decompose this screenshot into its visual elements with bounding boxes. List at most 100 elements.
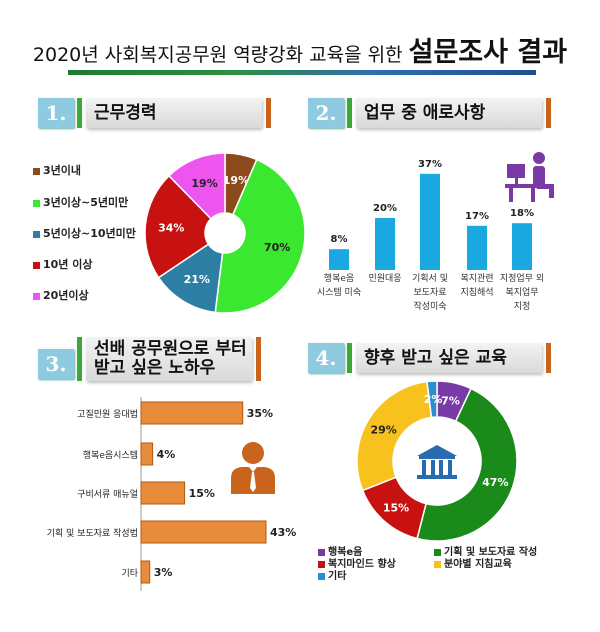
pie1-legend-item-4: 20년이상 [33, 287, 89, 303]
vbar-category-2: 기획서 및 보도자료 작성미숙 [402, 272, 458, 314]
section-4-title: 향후 받고 싶은 교육 [356, 343, 542, 373]
vbar-category-4: 지정업무 외 복지업무 지정 [494, 272, 550, 314]
pie1-label-1: 70% [264, 241, 290, 254]
section-1-number: 1. [38, 98, 74, 128]
pie1-label-0: 19% [223, 174, 249, 187]
donut-legend-label-2: 복지마인드 향상 [328, 559, 396, 570]
section-3-title-line1: 선배 공무원으로 부터 [94, 339, 247, 359]
section-3-title-line2: 받고 싶은 노하우 [94, 358, 216, 378]
person-at-computer-icon [505, 152, 554, 202]
pie1-legend-swatch-3 [33, 261, 40, 269]
hbar-category-4: 기타 [121, 569, 138, 579]
pie1-legend-label-4: 20년이상 [43, 289, 89, 302]
donut-label-0: 7% [441, 394, 460, 407]
section-2-accent-orange [546, 98, 551, 128]
hbar-bar-3 [140, 520, 267, 544]
section-4-accent-green [347, 343, 352, 373]
vbar-category-3: 복지관련 지침해석 [449, 272, 505, 300]
pie1-legend-item-3: 10년 이상 [33, 256, 93, 272]
vbar-bar-1 [375, 218, 395, 270]
pie1-legend-item-2: 5년이상~10년미만 [33, 225, 136, 241]
hbar-category-1: 행복e음시스템 [82, 451, 138, 461]
section-1-accent-orange [266, 98, 271, 128]
pie1-legend-label-0: 3년이내 [43, 164, 82, 177]
pie1-legend-label-3: 10년 이상 [43, 258, 93, 271]
vbar-category-2-line-2: 작성미숙 [413, 302, 447, 312]
pie1-legend-swatch-4 [33, 292, 40, 300]
pie1-slice-2 [157, 243, 224, 314]
building-icon [417, 445, 457, 479]
donut-slice-1 [416, 387, 518, 542]
section-3-number: 3. [38, 349, 74, 379]
donut-legend-swatch-3 [434, 560, 441, 568]
donut-label-4: 2% [424, 393, 443, 406]
section-1-title: 근무경력 [86, 98, 262, 128]
donut-legend-label-4: 기타 [328, 571, 347, 582]
pie1-label-4: 19% [191, 177, 217, 190]
vbar-category-4-line-1: 복지업무 [505, 288, 539, 298]
vbar-category-3-line-1: 지침해석 [460, 288, 494, 298]
section-4-accent-orange [546, 343, 551, 373]
vbar-category-4-line-0: 지정업무 외 [499, 274, 545, 284]
vbar-category-1: 민원대응 [357, 272, 413, 286]
hbar-label-0: 35% [247, 407, 273, 420]
pie1-legend-label-1: 3년이상~5년미만 [43, 196, 129, 209]
vbar-label-2: 37% [418, 159, 442, 170]
donut-legend-label-1: 기획 및 보도자료 작성 [444, 547, 538, 558]
hbar-category-0: 고질민원 응대법 [77, 410, 138, 420]
hbar-label-3: 43% [270, 526, 296, 539]
hbar-bar-2 [140, 481, 186, 505]
pie1-legend-item-0: 3년이내 [33, 162, 81, 178]
vbar-bar-2 [420, 173, 440, 270]
section-2-title: 업무 중 애로사항 [356, 98, 542, 128]
pie1-slice-1 [214, 158, 306, 314]
section-2-accent-green [347, 98, 352, 128]
vbar-label-0: 8% [331, 234, 348, 245]
donut-label-3: 29% [370, 423, 396, 436]
pie1-label-3: 34% [158, 222, 184, 235]
donut-legend-label-0: 행복e음 [328, 547, 363, 558]
hbar-category-2: 구비서류 매뉴얼 [77, 490, 138, 500]
businessman-icon [231, 442, 275, 494]
section-1-accent-green [77, 98, 82, 128]
vbar-category-1-line-0: 민원대응 [368, 274, 402, 284]
donut-legend-item-0: 행복e음 [318, 543, 362, 558]
page-title: 2020년 사회복지공무원 역량강화 교육을 위한 설문조사 결과 [0, 30, 600, 69]
donut-label-2: 15% [383, 502, 409, 515]
hbar-bar-0 [140, 401, 244, 425]
chart-4-donut: 7% 47% 15% 29% 2% [356, 380, 518, 542]
vbar-label-4: 18% [510, 208, 534, 219]
pie1-legend-label-2: 5년이상~10년미만 [43, 227, 136, 240]
donut-legend-item-2: 복지마인드 향상 [318, 555, 396, 570]
pie1-legend-swatch-0 [33, 167, 40, 175]
donut-legend-swatch-2 [318, 560, 325, 568]
vbar-category-0-line-0: 행복e음 [323, 274, 355, 284]
donut-legend-swatch-1 [434, 548, 441, 556]
pie1-legend-item-1: 3년이상~5년미만 [33, 194, 128, 210]
header-divider [68, 70, 536, 75]
section-3-accent-orange [256, 337, 261, 381]
hbar-label-1: 4% [157, 448, 176, 461]
hbar-label-2: 15% [189, 487, 215, 500]
chart-1-pie: 19% 70% 21% 34% 19% [144, 152, 306, 314]
section-3-title: 선배 공무원으로 부터 받고 싶은 노하우 [86, 337, 252, 381]
section-4-number: 4. [308, 343, 344, 373]
page-title-part2: 설문조사 결과 [408, 37, 568, 68]
donut-legend-swatch-0 [318, 548, 325, 556]
vbar-bar-0 [329, 249, 349, 270]
chart-3-bar: 35% 4% 15% 43% 3% [140, 397, 296, 591]
donut-legend-item-4: 기타 [318, 567, 346, 582]
hbar-bar-4 [140, 560, 151, 584]
pie1-slice-4 [167, 152, 226, 220]
section-2-number: 2. [308, 98, 344, 128]
chart-2-categories: 행복e음 시스템 미숙 민원대응 기획서 및 보도자료 작성미숙 복지관련 지침해석 지정업무 … [315, 272, 595, 332]
page-title-part1: 2020년 사회복지공무원 역량강화 교육을 위한 [32, 44, 403, 66]
donut-legend-item-1: 기획 및 보도자료 작성 [434, 543, 537, 558]
vbar-label-1: 20% [373, 203, 397, 214]
donut-slice-4 [426, 380, 438, 419]
hbar-bar-1 [140, 442, 154, 466]
chart-3-categories: 고질민원 응대법 행복e음시스템 구비서류 매뉴얼 기획 및 보도자료 작성법 기타 [28, 395, 140, 595]
vbar-category-0-line-1: 시스템 미숙 [316, 288, 362, 298]
vbar-category-2-line-1: 보도자료 [413, 288, 447, 298]
